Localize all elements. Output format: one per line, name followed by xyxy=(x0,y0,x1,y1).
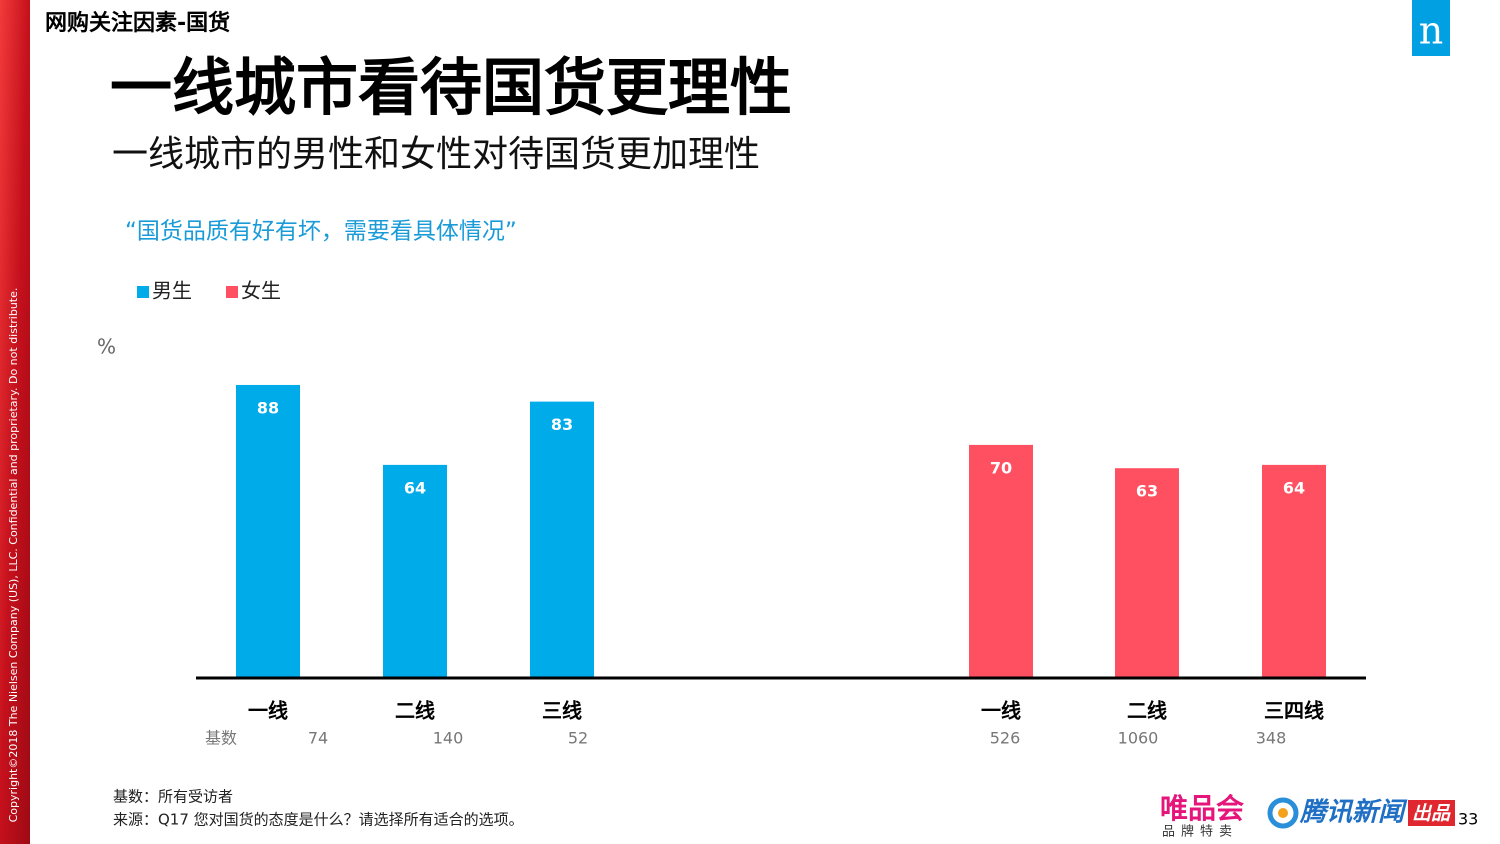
base-value: 1060 xyxy=(1118,729,1159,748)
brand-logo: 腾讯新闻 xyxy=(1299,798,1408,828)
legend-label: 女生 xyxy=(241,279,281,303)
brand-icon xyxy=(1278,808,1288,818)
x-tick-label: 二线 xyxy=(1127,699,1167,723)
page-number: 33 xyxy=(1458,810,1478,829)
brand-box xyxy=(1408,800,1455,826)
logo: n xyxy=(1419,9,1443,53)
value-label: 64 xyxy=(1283,478,1305,497)
base-label: 基数 xyxy=(205,729,237,748)
slide-subtitle: 一线城市的男性和女性对待国货更加理性 xyxy=(112,134,760,175)
side-strip xyxy=(0,0,30,844)
copyright: Copyright©2018 The Nielsen Company (US),… xyxy=(7,288,20,823)
x-tick-label: 二线 xyxy=(395,699,435,723)
legend-swatch xyxy=(226,286,238,298)
x-tick-label: 一线 xyxy=(981,699,1021,723)
base-value: 74 xyxy=(308,729,328,748)
slide-title: 一线城市看待国货更理性 xyxy=(110,51,792,124)
footnote: 基数：所有受访者 xyxy=(113,788,233,806)
value-label: 83 xyxy=(551,415,573,434)
value-label: 88 xyxy=(257,398,279,417)
legend-swatch xyxy=(137,286,149,298)
footnote: 来源：Q17 您对国货的态度是什么？请选择所有适合的选项。 xyxy=(113,811,524,829)
bar xyxy=(383,464,447,678)
y-label: % xyxy=(97,335,116,359)
x-tick-label: 一线 xyxy=(248,699,288,723)
legend-label: 男生 xyxy=(152,279,192,303)
brand-icon xyxy=(1267,797,1299,829)
base-value: 140 xyxy=(433,729,464,748)
x-tick-label: 三四线 xyxy=(1264,699,1324,723)
value-label: 64 xyxy=(404,478,426,497)
base-value: 526 xyxy=(990,729,1021,748)
bar xyxy=(530,401,594,678)
base-value: 52 xyxy=(568,729,588,748)
chart-title: “国货品质有好有坏，需要看具体情况” xyxy=(125,219,517,245)
value-label: 63 xyxy=(1136,482,1158,501)
bar xyxy=(1262,464,1326,678)
brand-logo: 唯品会 xyxy=(1160,792,1244,825)
bar xyxy=(969,444,1033,678)
brand-produced: 出品 xyxy=(1412,803,1451,825)
base-value: 348 xyxy=(1256,729,1287,748)
value-label: 70 xyxy=(990,458,1012,477)
bar xyxy=(236,384,300,678)
logo-box xyxy=(1412,0,1450,56)
x-tick-label: 三线 xyxy=(542,699,582,723)
section-header: 网购关注因素-国货 xyxy=(45,10,230,36)
bar xyxy=(1115,468,1179,678)
brand-tagline: 品牌特卖 xyxy=(1162,824,1238,840)
